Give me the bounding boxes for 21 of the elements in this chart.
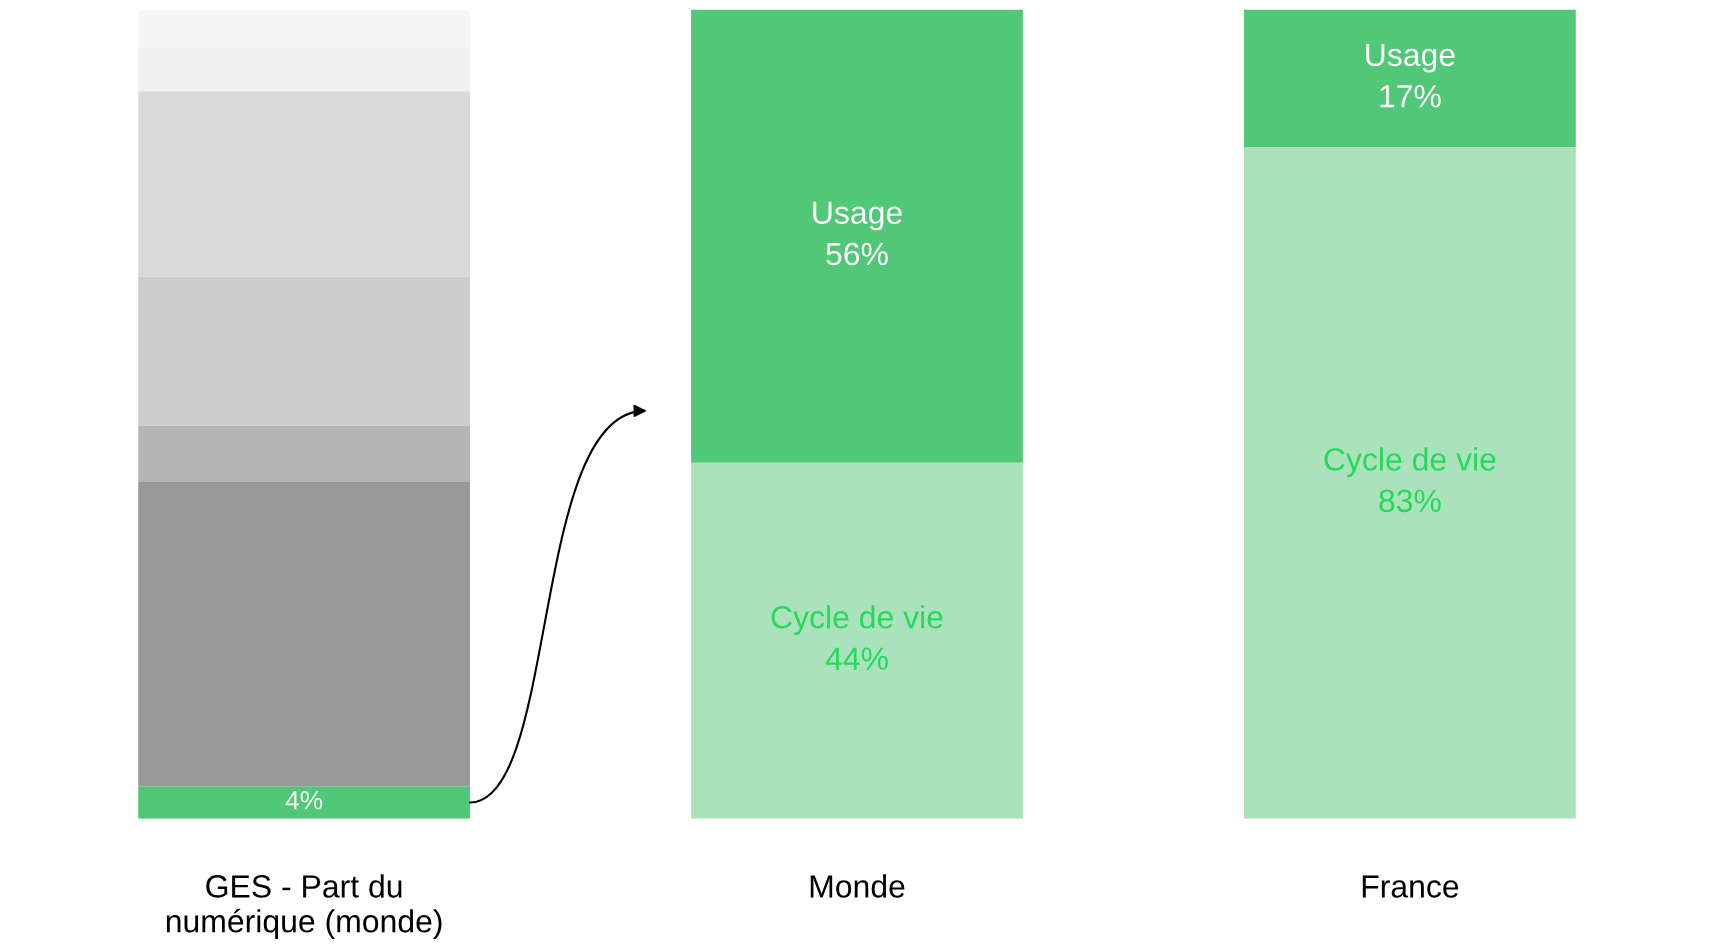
x-tick-label: France: [1362, 875, 1459, 898]
bar: [138, 276, 470, 426]
data-label: 83%: [1379, 489, 1441, 513]
bar: [691, 462, 1023, 819]
data-label: 17%: [1380, 85, 1441, 108]
data-label: 4%: [285, 791, 323, 810]
text: Usage: [813, 201, 902, 231]
bar: [691, 9, 1023, 463]
series-label: Cycle de vie: [771, 605, 943, 635]
bar: [138, 482, 470, 787]
text: Cycle de vie: [1324, 447, 1496, 478]
bar: [1244, 9, 1576, 148]
bar: [138, 91, 470, 277]
data-label: 44%: [825, 647, 888, 670]
x-tick-label: GES - Part du numérique (monde): [166, 874, 442, 939]
data-label: 56%: [826, 242, 888, 266]
bar: [138, 425, 470, 483]
x-tick-label: Monde: [810, 874, 905, 898]
bar: [1244, 147, 1576, 819]
series-label: Usage: [1366, 43, 1455, 73]
bar: [138, 786, 470, 819]
